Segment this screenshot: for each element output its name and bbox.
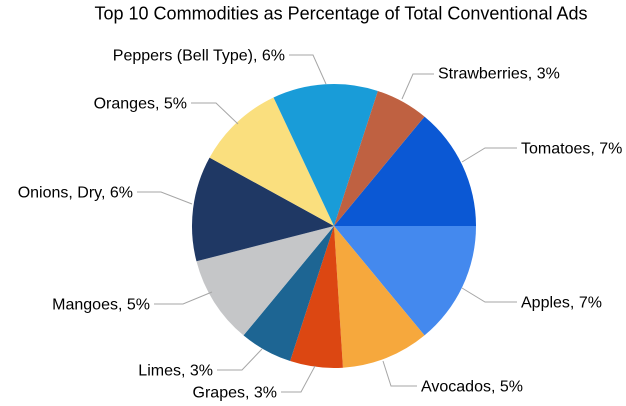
leader-line-apples [461, 287, 517, 303]
data-label-limes: Limes, 3% [138, 363, 213, 380]
leader-line-mangoes [154, 291, 213, 305]
leader-line-onions-dry [137, 191, 193, 205]
data-label-strawberries: Strawberries, 3% [438, 66, 560, 83]
pie-slices [191, 83, 476, 369]
data-label-peppers-bell-type: Peppers (Bell Type), 6% [113, 48, 285, 65]
data-label-mangoes: Mangoes, 5% [52, 297, 150, 314]
pie-slice-oranges [209, 97, 334, 226]
pie-slice-limes [243, 226, 334, 362]
leader-line-grapes [281, 365, 316, 393]
data-label-tomatoes: Tomatoes, 7% [521, 141, 622, 158]
pie-slice-strawberries [334, 90, 425, 226]
pie-slice-grapes [290, 226, 343, 369]
data-label-oranges: Oranges, 5% [94, 96, 187, 113]
chart-title: Top 10 Commodities as Percentage of Tota… [95, 3, 588, 23]
pie-slice-avocados [334, 226, 425, 368]
data-label-onions-dry: Onions, Dry, 6% [18, 185, 133, 202]
leader-line-avocados [382, 360, 417, 387]
leader-line-peppers-bell-type [289, 54, 327, 85]
pie-slice-peppers-bell-type [273, 83, 378, 226]
data-labels: Tomatoes, 7% Apples, 7% Avocados, 5% Grapes… [18, 48, 623, 402]
pie-slice-onions-dry [191, 157, 334, 262]
leader-line-tomatoes [461, 147, 517, 163]
data-label-avocados: Avocados, 5% [421, 379, 523, 396]
leader-line-strawberries [401, 73, 434, 100]
pie-slice-mangoes [196, 226, 334, 336]
leader-line-limes [217, 348, 263, 371]
pie-slice-apples [334, 226, 476, 336]
pie-slice-tomatoes [334, 116, 476, 226]
data-label-apples: Apples, 7% [521, 295, 602, 312]
data-label-grapes: Grapes, 3% [193, 385, 277, 402]
leader-line-oranges [191, 102, 239, 125]
